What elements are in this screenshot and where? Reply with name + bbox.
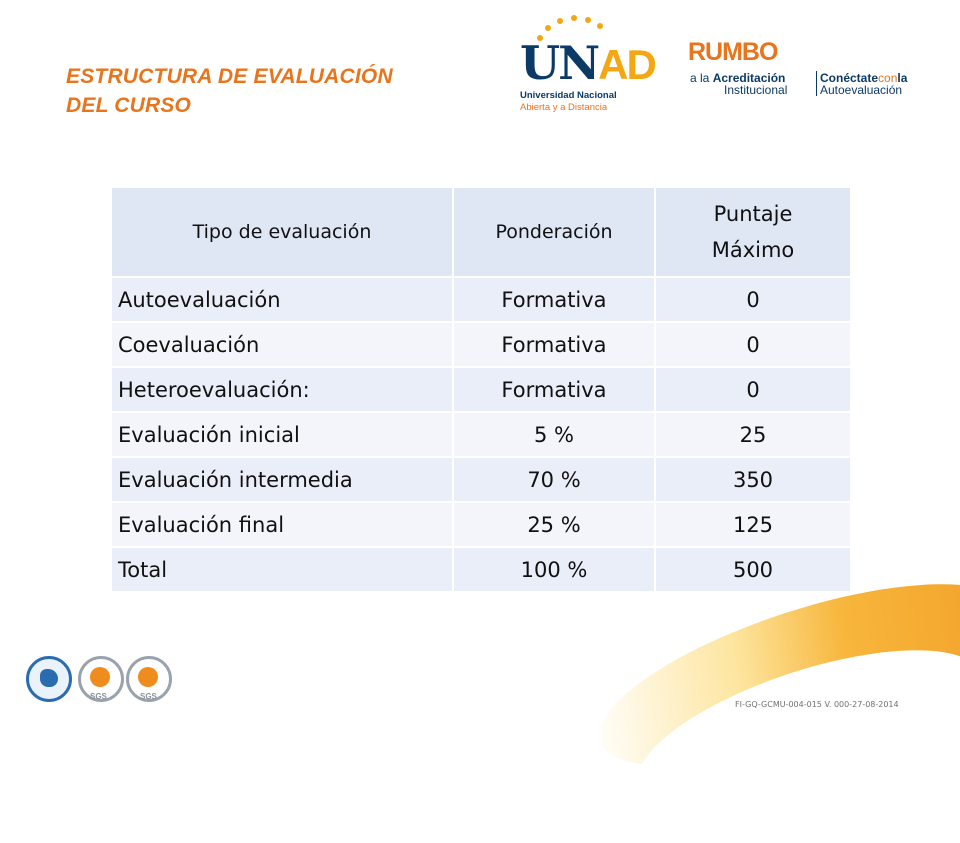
cell-ponderacion: 70 % [452,456,656,503]
title-line-2: DEL CURSO [66,94,192,117]
cell-tipo: Evaluación intermedia [110,456,454,503]
table-row: Evaluación final 25 % 125 [110,501,852,548]
rumbo-line-4: Autoevaluación [820,83,903,97]
cell-puntaje: 500 [654,546,852,593]
certification-seal-icon [126,656,172,702]
cell-ponderacion: Formativa [452,366,656,413]
header-tipo: Tipo de evaluación [110,186,454,278]
cell-puntaje: 0 [654,276,852,323]
colombia-seal-icon [26,656,72,702]
unad-logo: UNAD Universidad Nacional Abierta y a Di… [516,14,657,113]
unad-wordmark: UNAD [520,36,657,90]
cell-ponderacion: 25 % [452,501,656,548]
cell-tipo: Coevaluación [110,321,454,368]
cell-puntaje: 25 [654,411,852,458]
rumbo-wordmark: RUMBO [688,38,778,66]
cell-ponderacion: 5 % [452,411,656,458]
table-header-row: Tipo de evaluación Ponderación Puntaje Má… [110,186,852,278]
evaluation-table: Tipo de evaluación Ponderación Puntaje Má… [110,186,852,593]
rumbo-logo: RUMBO a la Acreditación Institucional Co… [688,34,933,104]
table-row: Evaluación intermedia 70 % 350 [110,456,852,503]
rumbo-separator [816,71,817,96]
rumbo-line-3: Conéctateconla [820,71,908,85]
cell-ponderacion: Formativa [452,276,656,323]
sgs-label: SGS [90,692,107,701]
table-row: Autoevaluación Formativa 0 [110,276,852,323]
cell-tipo: Evaluación final [110,501,454,548]
cell-puntaje: 0 [654,366,852,413]
table-row: Coevaluación Formativa 0 [110,321,852,368]
table-row: Heteroevaluación: Formativa 0 [110,366,852,413]
certification-seal-icon [78,656,124,702]
unad-dots-icon [537,15,603,41]
page-title: ESTRUCTURA DE EVALUACIÓN DEL CURSO [66,62,496,120]
table-row: Evaluación inicial 5 % 25 [110,411,852,458]
cell-ponderacion: Formativa [452,321,656,368]
rumbo-line-2: Institucional [724,83,788,97]
table-row-total: Total 100 % 500 [110,546,852,593]
cell-tipo: Total [110,546,454,593]
header-ponderacion: Ponderación [452,186,656,278]
cell-puntaje: 350 [654,456,852,503]
cell-puntaje: 125 [654,501,852,548]
title-line-1: ESTRUCTURA DE EVALUACIÓN [66,65,393,88]
rumbo-line-1: a la Acreditación [690,71,786,85]
cell-ponderacion: 100 % [452,546,656,593]
cell-puntaje: 0 [654,321,852,368]
document-code: FI-GQ-GCMU-004-015 V. 000-27-08-2014 [735,700,899,709]
cell-tipo: Heteroevaluación: [110,366,454,413]
header-puntaje-maximo: Puntaje Máximo [654,186,852,278]
unad-subtitle-2: Abierta y a Distancia [520,102,608,113]
sgs-label: SGS [140,692,157,701]
unad-subtitle-1: Universidad Nacional [520,90,617,101]
cell-tipo: Autoevaluación [110,276,454,323]
cell-tipo: Evaluación inicial [110,411,454,458]
